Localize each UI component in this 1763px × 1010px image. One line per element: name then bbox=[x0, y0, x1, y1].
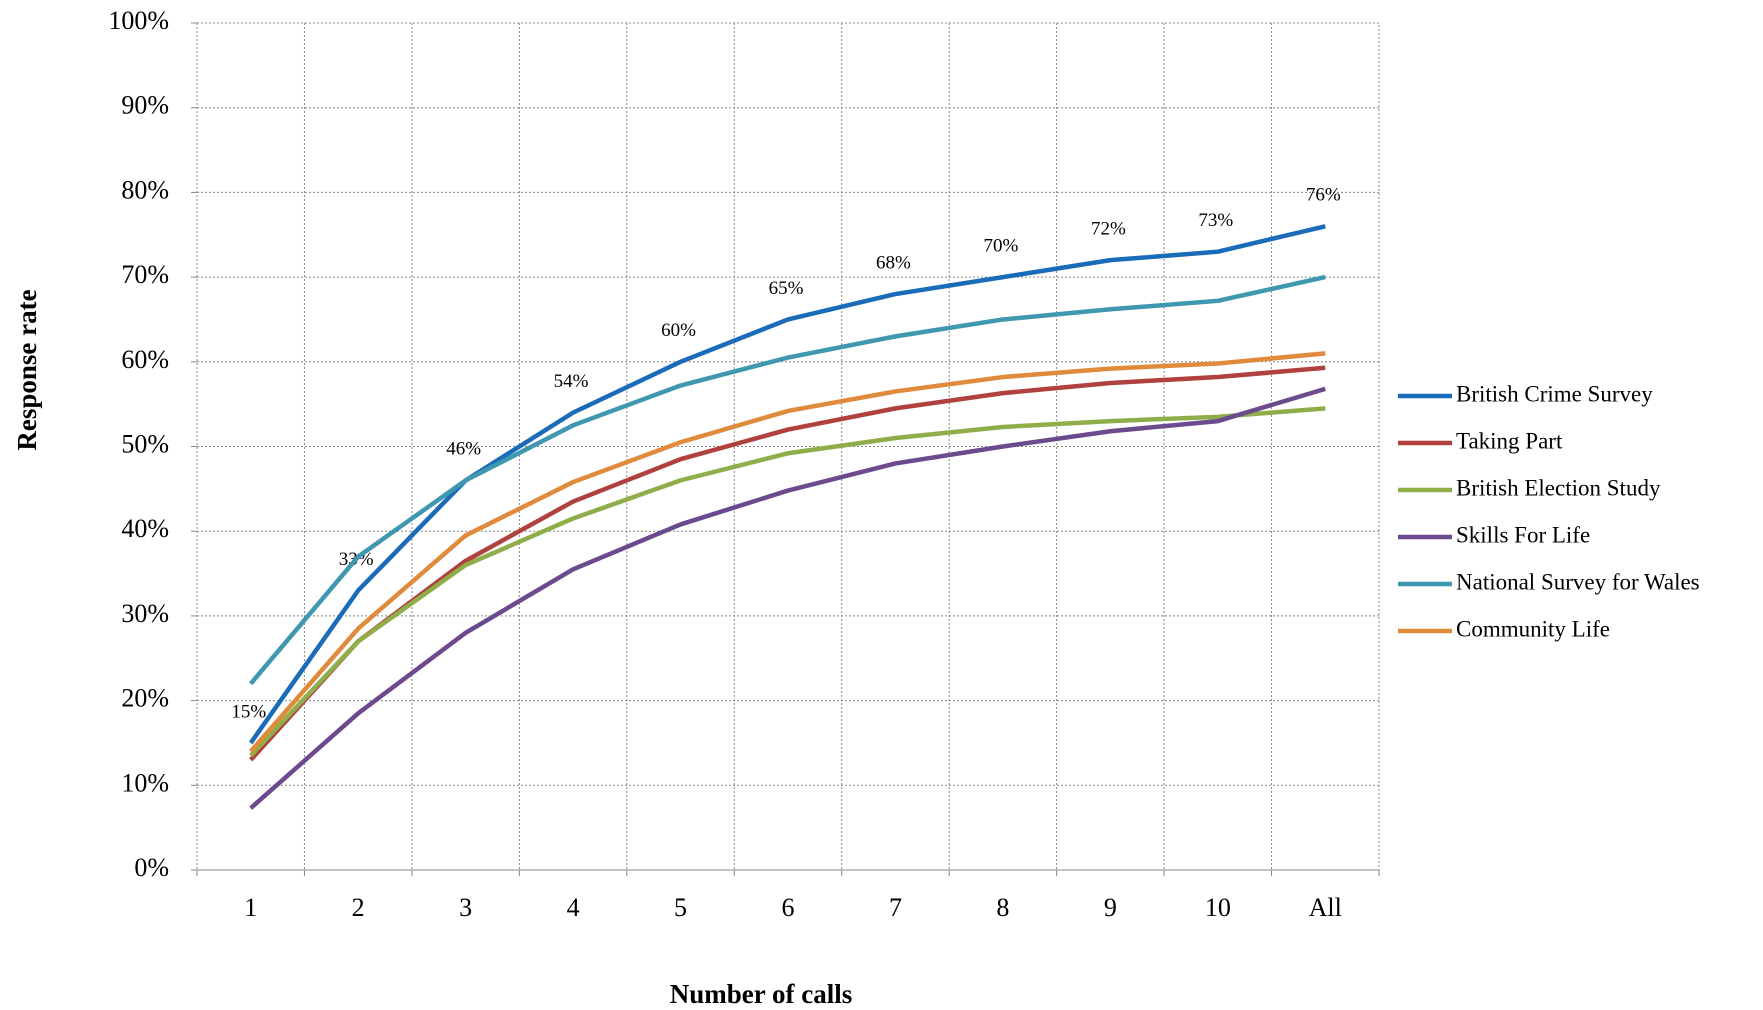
series-line bbox=[249, 406, 1326, 758]
x-tick-label: 4 bbox=[567, 893, 580, 922]
legend-label: Taking Part bbox=[1456, 428, 1563, 453]
series-line bbox=[249, 274, 1326, 686]
data-label: 72% bbox=[1091, 219, 1126, 240]
series-line bbox=[249, 351, 1326, 753]
y-axis-title: Response rate bbox=[12, 289, 42, 450]
data-label: 46% bbox=[446, 439, 481, 460]
y-tick-label: 40% bbox=[121, 514, 169, 543]
data-label: 76% bbox=[1306, 185, 1341, 206]
x-axis-title: Number of calls bbox=[670, 979, 853, 1009]
data-label: 60% bbox=[661, 320, 696, 341]
x-tick-label: 1 bbox=[244, 893, 257, 922]
x-tick-label: All bbox=[1309, 893, 1342, 922]
x-tick-label: 10 bbox=[1205, 893, 1231, 922]
y-tick-label: 50% bbox=[121, 429, 169, 458]
legend-label: Skills For Life bbox=[1456, 522, 1590, 547]
y-tick-label: 0% bbox=[134, 853, 169, 882]
x-tick-label: 7 bbox=[889, 893, 902, 922]
y-tick-label: 60% bbox=[121, 345, 169, 374]
legend-label: British Election Study bbox=[1456, 475, 1661, 500]
y-tick-label: 80% bbox=[121, 175, 169, 204]
legend-label: Community Life bbox=[1456, 616, 1610, 641]
data-label: 70% bbox=[983, 235, 1018, 256]
series-line bbox=[249, 386, 1326, 810]
data-label: 15% bbox=[231, 701, 266, 722]
y-tick-label: 70% bbox=[121, 260, 169, 289]
legend-label: British Crime Survey bbox=[1456, 381, 1653, 406]
x-tick-label: 8 bbox=[996, 893, 1009, 922]
x-tick-label: 2 bbox=[352, 893, 365, 922]
data-label: 65% bbox=[769, 278, 804, 299]
y-tick-label: 10% bbox=[121, 768, 169, 797]
y-tick-label: 90% bbox=[121, 91, 169, 120]
series-line bbox=[249, 365, 1326, 762]
y-tick-label: 30% bbox=[121, 599, 169, 628]
x-tick-label: 5 bbox=[674, 893, 687, 922]
legend-label: National Survey for Wales bbox=[1456, 569, 1700, 594]
x-tick-label: 3 bbox=[459, 893, 472, 922]
data-label: 54% bbox=[554, 371, 589, 392]
data-label: 68% bbox=[876, 252, 911, 273]
x-tick-label: 9 bbox=[1104, 893, 1117, 922]
x-tick-label: 6 bbox=[782, 893, 795, 922]
series-line bbox=[248, 224, 1326, 745]
y-tick-label: 100% bbox=[108, 6, 169, 35]
data-label: 73% bbox=[1198, 210, 1233, 231]
y-tick-label: 20% bbox=[121, 684, 169, 713]
